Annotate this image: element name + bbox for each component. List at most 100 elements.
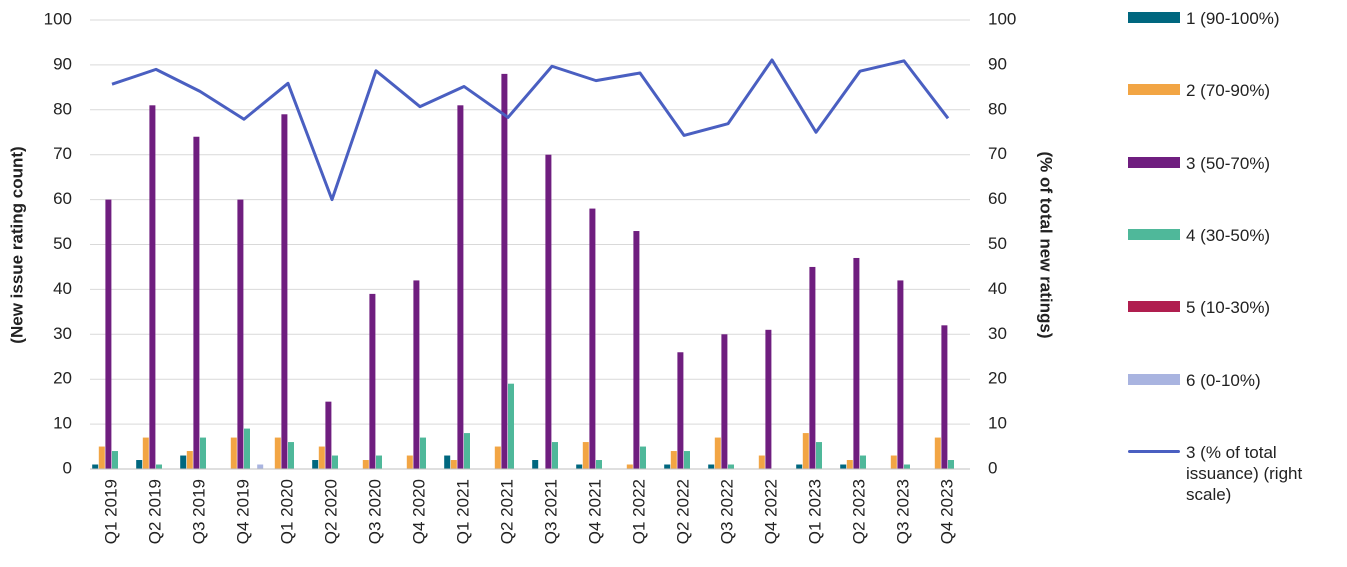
legend-item: 3 (% of total issuance) (right scale) [1128, 442, 1336, 505]
legend-swatch [1128, 156, 1180, 168]
y2-tick-label: 90 [988, 54, 1007, 73]
y2-tick-label: 60 [988, 189, 1007, 208]
bar [444, 455, 451, 469]
bar [708, 464, 715, 469]
bar [626, 464, 633, 469]
y-tick-label: 100 [44, 9, 72, 28]
legend-label: 6 (0-10%) [1186, 370, 1261, 390]
bar [596, 460, 602, 469]
legend-item: 6 (0-10%) [1128, 370, 1336, 391]
bar [890, 455, 897, 469]
x-tick-label: Q3 2019 [189, 479, 208, 544]
x-tick-label: Q2 2021 [497, 479, 516, 544]
y2-tick-label: 20 [988, 369, 1007, 388]
bar [721, 334, 728, 469]
bar [860, 455, 866, 469]
bar [413, 280, 420, 469]
bar [180, 455, 187, 469]
y2-tick-label: 30 [988, 324, 1007, 343]
bar [274, 437, 281, 469]
legend-item: 3 (50-70%) [1128, 153, 1336, 174]
legend-item: 2 (70-90%) [1128, 80, 1336, 101]
bar [136, 460, 143, 469]
bar [464, 433, 470, 469]
y2-tick-label: 10 [988, 414, 1007, 433]
bar [728, 464, 734, 469]
bar [582, 442, 589, 469]
bar [796, 464, 803, 469]
bar [934, 437, 941, 469]
legend-label: 1 (90-100%) [1186, 9, 1280, 28]
bar [312, 460, 319, 469]
bar [193, 136, 200, 470]
bar [677, 352, 684, 469]
bar [142, 437, 149, 469]
bar [576, 464, 583, 469]
bar [552, 442, 558, 469]
x-tick-label: Q3 2021 [541, 479, 560, 544]
bar [369, 293, 376, 469]
x-tick-label: Q4 2020 [409, 479, 428, 544]
bar [98, 446, 105, 469]
x-tick-label: Q2 2019 [145, 479, 164, 544]
x-tick-label: Q1 2021 [453, 479, 472, 544]
legend-label: 4 (30-50%) [1186, 225, 1271, 245]
legend-label: 2 (70-90%) [1186, 81, 1271, 101]
y2-tick-label: 100 [988, 9, 1016, 28]
y-tick-label: 80 [53, 99, 72, 118]
y-tick-label: 0 [63, 458, 72, 477]
bar [362, 460, 369, 469]
bar [230, 437, 237, 469]
bar [200, 437, 206, 469]
y-axis-title: (New issue rating count) [7, 146, 26, 343]
x-tick-label: Q3 2023 [893, 479, 912, 544]
bar [501, 73, 508, 469]
bar [112, 451, 118, 469]
bar [640, 446, 646, 469]
x-tick-label: Q2 2022 [673, 479, 692, 544]
legend-swatch [1128, 373, 1180, 385]
x-tick-label: Q1 2019 [101, 479, 120, 544]
bar [948, 460, 954, 469]
bar [105, 199, 112, 469]
bar [684, 451, 690, 469]
bar [376, 455, 382, 469]
bar [450, 460, 457, 469]
y2-tick-label: 80 [988, 99, 1007, 118]
bar [846, 460, 853, 469]
bar [281, 114, 288, 469]
bar [904, 464, 910, 469]
legend-label: 3 (% of total issuance) (right scale) [1186, 442, 1303, 504]
y-tick-label: 30 [53, 324, 72, 343]
bar [941, 325, 948, 469]
x-tick-label: Q4 2021 [585, 479, 604, 544]
bar [149, 105, 156, 469]
bar [664, 464, 671, 469]
bar [325, 401, 332, 469]
legend-swatch [1128, 301, 1180, 313]
bar [494, 446, 501, 469]
legend-swatch [1128, 228, 1180, 240]
y2-tick-label: 0 [988, 458, 997, 477]
y-tick-label: 90 [53, 54, 72, 73]
line [111, 58, 950, 202]
bar [318, 446, 325, 469]
bar [332, 455, 338, 469]
y-tick-label: 50 [53, 234, 72, 253]
bar [809, 266, 816, 469]
legend-swatch [1128, 84, 1180, 96]
bar [589, 208, 596, 469]
bar [244, 428, 250, 469]
y2-tick-label: 70 [988, 144, 1007, 163]
bar [532, 460, 539, 469]
y-tick-label: 60 [53, 189, 72, 208]
y-tick-label: 10 [53, 414, 72, 433]
bar [670, 451, 677, 469]
bar [816, 442, 822, 469]
bar [156, 464, 162, 469]
bar [237, 199, 244, 469]
y-tick-label: 70 [53, 144, 72, 163]
bar [92, 464, 99, 469]
